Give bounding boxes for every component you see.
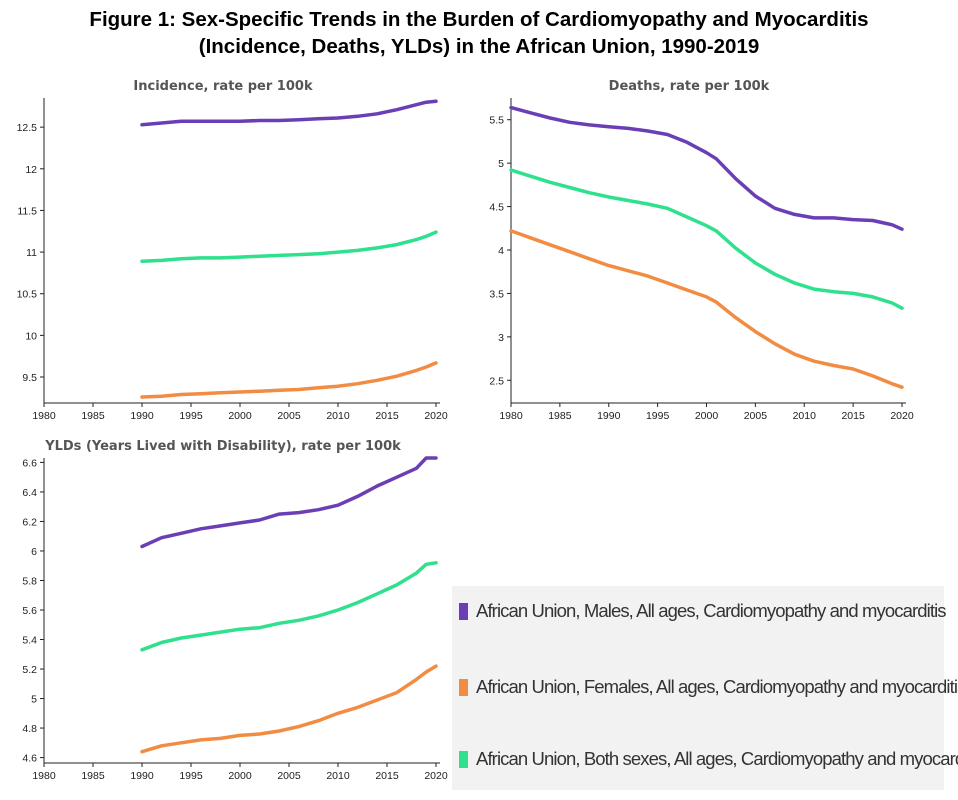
deaths-chart: Deaths, rate per 100k 5.5 5 4.5 4 3.5 3 2.5 1980… <box>489 79 914 422</box>
ylds-y-tick-label: 5.4 <box>22 635 37 647</box>
deaths-series-males <box>509 105 904 231</box>
figure-title-line-1: Figure 1: Sex-Specific Trends in the Bur… <box>89 8 869 31</box>
deaths-x-tick-label: 1985 <box>548 410 572 422</box>
incidence-x-tick-label: 2005 <box>277 410 301 422</box>
ylds-x-tick-label: 2020 <box>424 770 448 782</box>
deaths-series-females <box>509 229 904 389</box>
figure-title: Figure 1: Sex-Specific Trends in the Bur… <box>0 6 958 60</box>
ylds-y-tick-label: 6.2 <box>22 516 37 528</box>
ylds-y-tick-label: 5.8 <box>22 575 37 587</box>
incidence-series-males <box>140 99 438 127</box>
deaths-x-tick-label: 2000 <box>695 410 719 422</box>
ylds-x-tick-label: 1990 <box>130 770 154 782</box>
deaths-y-tick-label: 3.5 <box>489 288 504 300</box>
deaths-x-tick-label: 2020 <box>890 410 914 422</box>
incidence-y-tick-label: 11 <box>26 247 37 259</box>
ylds-y-tick-label: 5.2 <box>22 664 37 676</box>
ylds-x-tick-label: 1985 <box>81 770 105 782</box>
deaths-x-tick-label: 1995 <box>646 410 670 422</box>
ylds-y-tick-label: 5.6 <box>22 605 37 617</box>
ylds-y-tick-label: 4.8 <box>22 723 37 735</box>
deaths-x-tick-label: 1990 <box>597 410 621 422</box>
legend: African Union, Males, All ages, Cardiomy… <box>452 586 958 790</box>
figure-title-line-2: (Incidence, Deaths, YLDs) in the African… <box>198 35 760 58</box>
incidence-x-tick-label: 2010 <box>326 410 350 422</box>
ylds-x-tick-label: 2015 <box>375 770 399 782</box>
ylds-x-tick-label: 1995 <box>179 770 203 782</box>
legend-swatch-males <box>459 602 468 620</box>
deaths-x-tick-label: 2010 <box>793 410 817 422</box>
deaths-chart-title: Deaths, rate per 100k <box>609 79 770 94</box>
incidence-y-tick-label: 12 <box>25 164 37 176</box>
ylds-x-tick-label: 1980 <box>32 770 56 782</box>
deaths-y-tick-label: 2.5 <box>489 375 504 387</box>
ylds-series-females <box>140 664 438 754</box>
incidence-y-tick-label: 10 <box>25 330 37 342</box>
deaths-y-tick-label: 4.5 <box>489 202 504 214</box>
legend-item-males: African Union, Males, All ages, Cardiomy… <box>459 600 947 622</box>
incidence-x-tick-label: 1995 <box>179 410 203 422</box>
deaths-y-tick-label: 4 <box>498 245 504 257</box>
ylds-y-tick-label: 4.6 <box>22 753 37 765</box>
deaths-y-tick-label: 3 <box>498 332 504 344</box>
incidence-x-tick-label: 1990 <box>130 410 154 422</box>
deaths-x-tick-label: 1980 <box>499 410 523 422</box>
ylds-x-tick-label: 2000 <box>228 770 252 782</box>
legend-label-males: African Union, Males, All ages, Cardiomy… <box>476 600 947 621</box>
incidence-x-tick-label: 1985 <box>81 410 105 422</box>
incidence-chart: Incidence, rate per 100k 12.5 12 11.5 11 10.5… <box>17 79 448 422</box>
ylds-y-tick-label: 5 <box>31 694 37 706</box>
legend-item-both: African Union, Both sexes, All ages, Car… <box>459 748 958 770</box>
incidence-series-females <box>140 361 438 399</box>
deaths-series-both <box>509 168 904 310</box>
legend-swatch-both <box>459 750 468 768</box>
ylds-chart: YLDs (Years Lived with Disability), rate… <box>22 439 448 782</box>
ylds-chart-title: YLDs (Years Lived with Disability), rate… <box>44 439 401 454</box>
incidence-y-tick-label: 12.5 <box>17 122 38 134</box>
incidence-chart-title: Incidence, rate per 100k <box>133 79 313 94</box>
deaths-x-tick-label: 2015 <box>841 410 865 422</box>
ylds-x-tick-label: 2005 <box>277 770 301 782</box>
incidence-x-tick-label: 1980 <box>32 410 56 422</box>
incidence-x-tick-label: 2000 <box>228 410 252 422</box>
ylds-x-tick-label: 2010 <box>326 770 350 782</box>
ylds-y-tick-label: 6.4 <box>22 487 37 499</box>
ylds-y-tick-label: 6.6 <box>22 457 37 469</box>
legend-label-both: African Union, Both sexes, All ages, Car… <box>476 748 958 769</box>
incidence-y-tick-label: 11.5 <box>17 205 37 217</box>
deaths-y-tick-label: 5 <box>498 158 504 170</box>
ylds-y-tick-label: 6 <box>31 546 37 558</box>
incidence-y-tick-label: 10.5 <box>17 289 38 301</box>
deaths-y-tick-label: 5.5 <box>489 115 504 127</box>
deaths-x-tick-label: 2005 <box>744 410 768 422</box>
incidence-x-tick-label: 2015 <box>375 410 399 422</box>
ylds-series-both <box>140 561 438 652</box>
incidence-series-both <box>140 230 438 263</box>
incidence-x-tick-label: 2020 <box>424 410 448 422</box>
legend-item-females: African Union, Females, All ages, Cardio… <box>459 676 958 698</box>
incidence-y-tick-label: 9.5 <box>22 372 37 384</box>
legend-label-females: African Union, Females, All ages, Cardio… <box>476 676 958 697</box>
legend-swatch-females <box>459 678 468 696</box>
ylds-series-males <box>140 456 438 549</box>
